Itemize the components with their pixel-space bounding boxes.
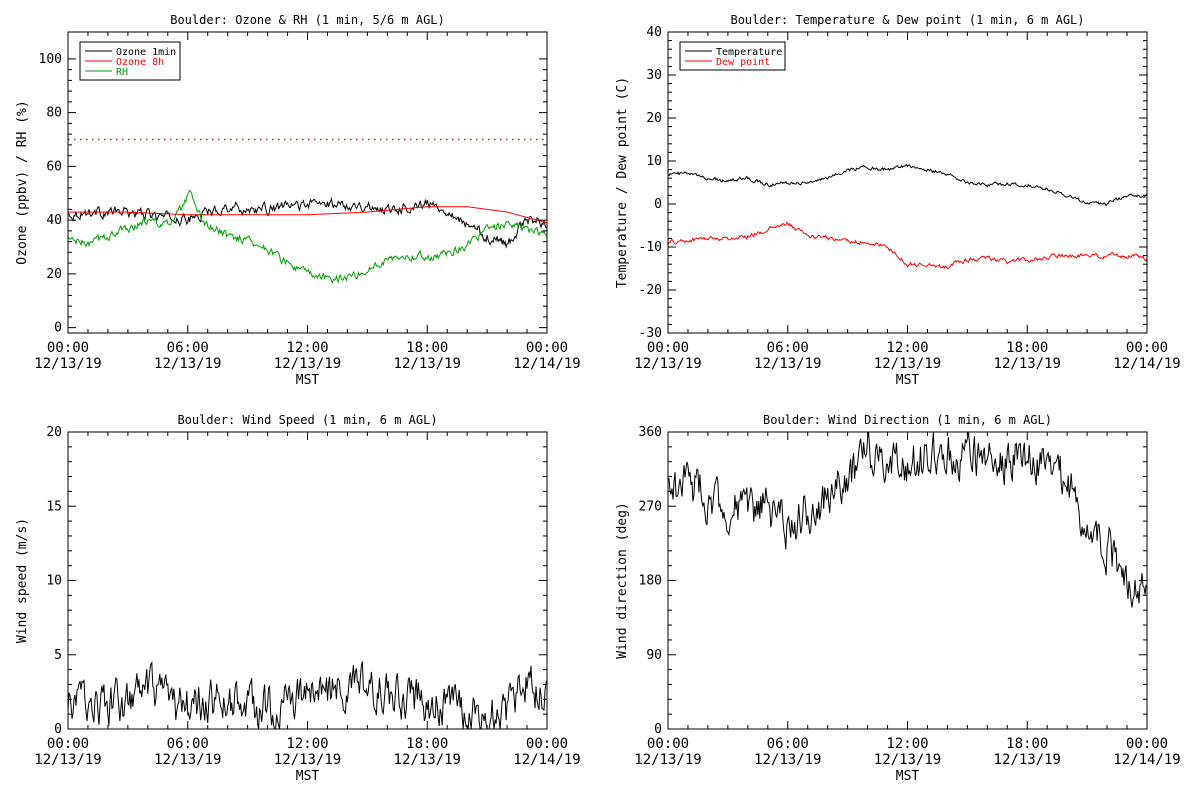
y-tick-label: 90 xyxy=(646,648,662,663)
y-tick-label: 0 xyxy=(654,722,662,737)
x-tick-time-label: 18:00 xyxy=(1006,340,1048,356)
plot-frame xyxy=(667,431,1148,730)
plot-frame xyxy=(67,431,548,730)
x-tick-time-label: 00:00 xyxy=(647,736,689,752)
y-tick-label: -30 xyxy=(639,326,662,341)
chart-panel-1: Boulder: Ozone & RH (1 min, 5/6 m AGL) 0 2… xyxy=(15,13,581,388)
x-tick-time-label: 00:00 xyxy=(647,340,689,356)
x-tick-time-label: 00:00 xyxy=(526,736,568,752)
x-tick-date-label: 12/14/19 xyxy=(1113,356,1180,372)
x-tick-date-label: 12/13/19 xyxy=(874,356,941,372)
x-tick-date-label: 12/13/19 xyxy=(634,752,701,768)
y-tick-label: 0 xyxy=(54,722,62,737)
series-line-data xyxy=(668,432,1147,608)
series-line-temperature xyxy=(668,164,1147,207)
y-tick-label: 0 xyxy=(54,321,62,336)
legend-label: Dew point xyxy=(716,57,770,68)
x-tick-date-label: 12/13/19 xyxy=(634,356,701,372)
x-tick-time-label: 06:00 xyxy=(767,736,809,752)
chart-title: Boulder: Ozone & RH (1 min, 5/6 m AGL) xyxy=(170,13,445,27)
y-tick-label: -10 xyxy=(639,240,662,255)
x-tick-time-label: 18:00 xyxy=(406,736,448,752)
series-line-dew-point xyxy=(668,221,1147,270)
x-tick-time-label: 12:00 xyxy=(886,340,928,356)
y-tick-label: 60 xyxy=(46,159,62,174)
x-tick-date-label: 12/13/19 xyxy=(754,356,821,372)
y-tick-label: 20 xyxy=(46,267,62,282)
series-line-rh xyxy=(68,189,547,284)
y-tick-label: 180 xyxy=(639,574,662,589)
x-tick-time-label: 12:00 xyxy=(886,736,928,752)
y-axis-label: Wind direction (deg) xyxy=(615,502,630,659)
y-axis-label: Wind speed (m/s) xyxy=(15,518,30,643)
x-tick-time-label: 00:00 xyxy=(526,340,568,356)
x-tick-date-label: 12/13/19 xyxy=(754,752,821,768)
x-tick-date-label: 12/13/19 xyxy=(154,356,221,372)
x-axis-label: MST xyxy=(296,769,320,784)
x-tick-time-label: 00:00 xyxy=(47,736,89,752)
x-tick-date-label: 12/13/19 xyxy=(34,356,101,372)
x-tick-time-label: 00:00 xyxy=(47,340,89,356)
chart-panel-2: Boulder: Temperature & Dew point (1 min,… xyxy=(615,13,1181,388)
x-tick-time-label: 06:00 xyxy=(767,340,809,356)
x-tick-time-label: 18:00 xyxy=(406,340,448,356)
y-tick-label: 40 xyxy=(646,25,662,40)
x-tick-date-label: 12/13/19 xyxy=(274,752,341,768)
y-tick-label: 10 xyxy=(46,574,62,589)
chart-panel-4: Boulder: Wind Direction (1 min, 6 m AGL)… xyxy=(615,413,1181,784)
plot-frame xyxy=(667,31,1148,334)
x-axis-label: MST xyxy=(896,769,920,784)
x-tick-date-label: 12/13/19 xyxy=(394,752,461,768)
y-tick-label: 40 xyxy=(46,213,62,228)
x-tick-time-label: 00:00 xyxy=(1126,736,1168,752)
x-tick-date-label: 12/14/19 xyxy=(1113,752,1180,768)
y-tick-label: 5 xyxy=(54,648,62,663)
series-line-ozone-1min xyxy=(68,196,547,249)
x-tick-date-label: 12/13/19 xyxy=(994,752,1061,768)
y-tick-label: 100 xyxy=(39,52,62,67)
y-tick-label: 15 xyxy=(46,499,62,514)
chart-title: Boulder: Wind Speed (1 min, 6 m AGL) xyxy=(177,413,437,427)
chart-panel-3: Boulder: Wind Speed (1 min, 6 m AGL) 0 5 10… xyxy=(15,413,581,784)
y-tick-label: 20 xyxy=(46,425,62,440)
legend-label: Ozone 8h xyxy=(116,57,164,68)
y-axis-label: Temperature / Dew point (C) xyxy=(615,77,630,288)
x-tick-time-label: 12:00 xyxy=(286,736,328,752)
y-tick-label: 270 xyxy=(639,499,662,514)
x-tick-date-label: 12/13/19 xyxy=(994,356,1061,372)
y-tick-label: 30 xyxy=(646,68,662,83)
x-tick-date-label: 12/13/19 xyxy=(274,356,341,372)
x-axis-label: MST xyxy=(896,373,920,388)
x-tick-time-label: 00:00 xyxy=(1126,340,1168,356)
y-tick-label: -20 xyxy=(639,283,662,298)
y-tick-label: 80 xyxy=(46,106,62,121)
y-tick-label: 0 xyxy=(654,197,662,212)
x-tick-time-label: 06:00 xyxy=(167,736,209,752)
series-line-ozone-8h xyxy=(68,206,547,224)
chart-title: Boulder: Temperature & Dew point (1 min,… xyxy=(730,13,1084,27)
x-axis-label: MST xyxy=(296,373,320,388)
x-tick-date-label: 12/13/19 xyxy=(34,752,101,768)
legend-label: Ozone 1min xyxy=(116,47,176,58)
x-tick-date-label: 12/13/19 xyxy=(874,752,941,768)
x-tick-date-label: 12/14/19 xyxy=(513,356,580,372)
legend-label: Temperature xyxy=(716,47,782,58)
series-line-data xyxy=(68,661,547,729)
x-tick-date-label: 12/13/19 xyxy=(154,752,221,768)
y-tick-label: 20 xyxy=(646,111,662,126)
x-tick-date-label: 12/14/19 xyxy=(513,752,580,768)
x-tick-time-label: 18:00 xyxy=(1006,736,1048,752)
legend-box xyxy=(679,41,786,71)
x-tick-time-label: 06:00 xyxy=(167,340,209,356)
chart-title: Boulder: Wind Direction (1 min, 6 m AGL) xyxy=(763,413,1052,427)
x-tick-time-label: 12:00 xyxy=(286,340,328,356)
y-axis-label: Ozone (ppbv) / RH (%) xyxy=(15,100,30,264)
legend-label: RH xyxy=(116,67,128,78)
y-tick-label: 360 xyxy=(639,425,662,440)
y-tick-label: 10 xyxy=(646,154,662,169)
x-tick-date-label: 12/13/19 xyxy=(394,356,461,372)
